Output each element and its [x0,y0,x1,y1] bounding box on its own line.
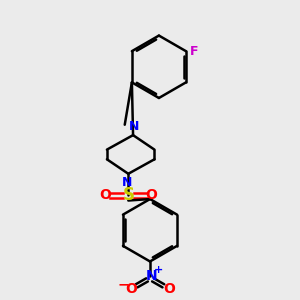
Text: S: S [122,186,134,204]
Text: N: N [122,176,132,189]
Text: N: N [146,269,157,283]
Text: F: F [190,45,198,58]
Text: O: O [100,188,111,202]
Text: +: + [154,266,163,275]
Text: −: − [117,277,129,291]
Text: O: O [163,282,175,296]
Text: O: O [145,188,157,202]
Text: O: O [125,282,137,296]
Text: N: N [129,120,140,133]
